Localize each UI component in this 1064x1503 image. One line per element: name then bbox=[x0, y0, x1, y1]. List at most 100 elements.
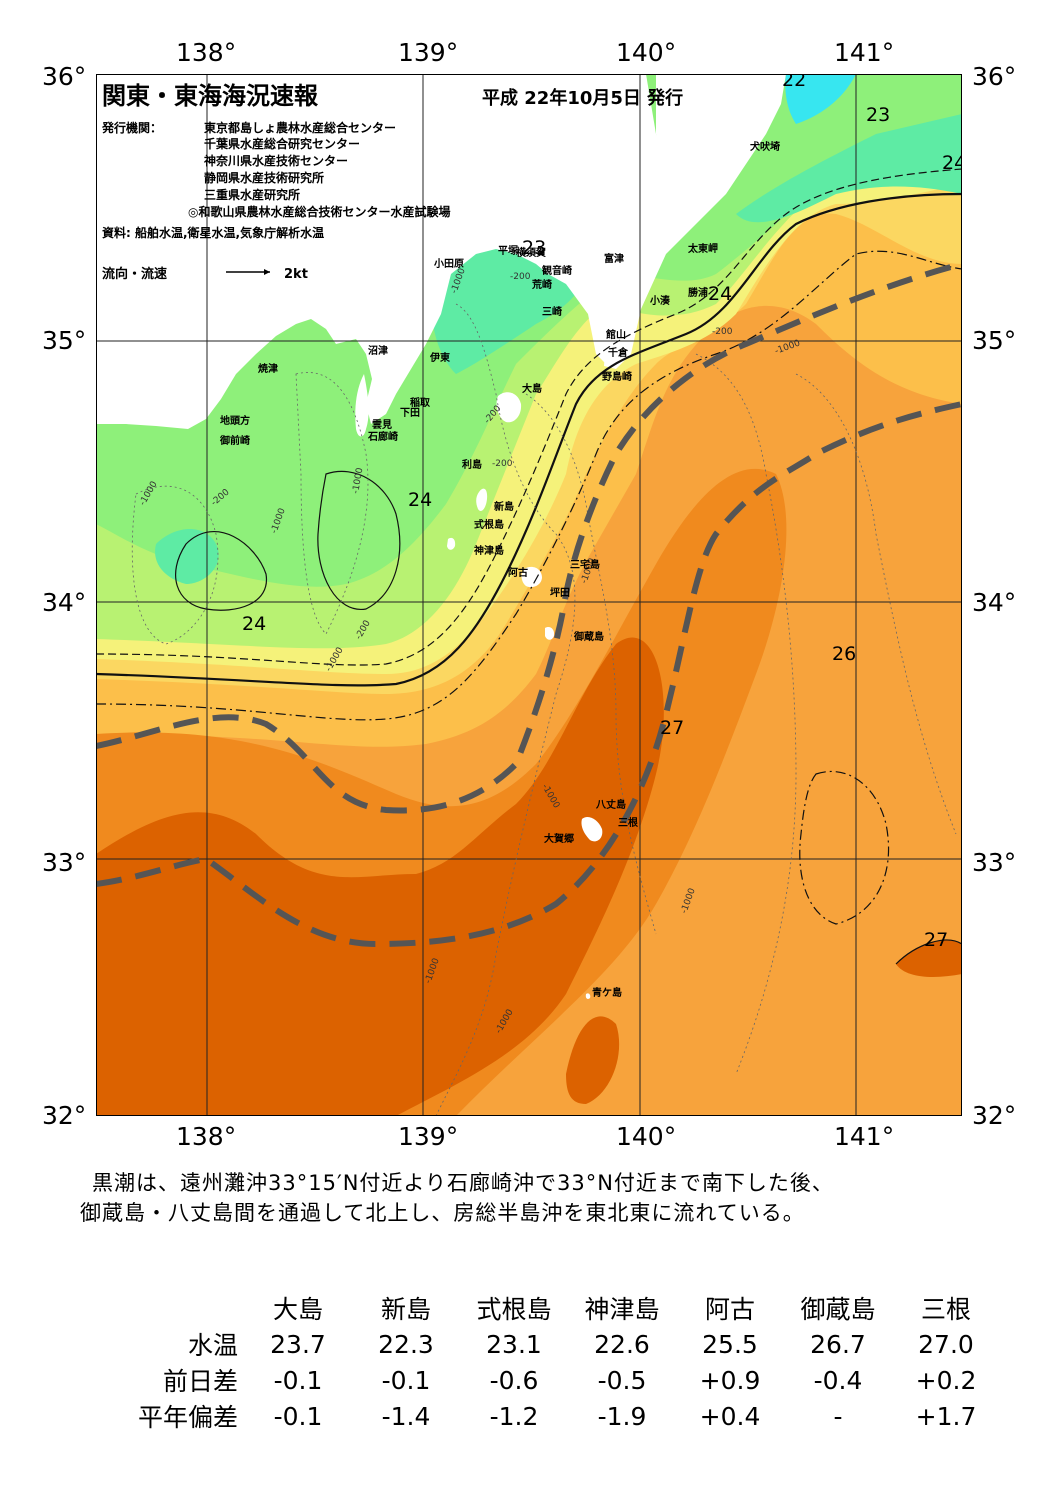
table-cell: -0.6 bbox=[489, 1365, 539, 1395]
place-name: 御前崎 bbox=[219, 434, 250, 447]
table-cell: 23.7 bbox=[270, 1329, 326, 1359]
place-name: 犬吠埼 bbox=[750, 140, 780, 153]
land-izu bbox=[355, 374, 369, 437]
issue-date: 平成 22年10月5日 発行 bbox=[482, 87, 683, 109]
lat-lon-grid bbox=[96, 74, 962, 1116]
place-name: 利島 bbox=[462, 458, 482, 471]
place-name: 大賀郷 bbox=[544, 832, 574, 845]
table-row: 前日差 -0.1 -0.1 -0.6 -0.5 +0.9 -0.4 +0.2 bbox=[96, 1362, 1000, 1398]
place-name: 館山 bbox=[605, 328, 626, 341]
zone-27-south bbox=[566, 1016, 620, 1104]
table-cell: -0.1 bbox=[381, 1365, 431, 1395]
island-niijima bbox=[476, 488, 488, 511]
row-label: 水温 bbox=[187, 1331, 238, 1360]
publishers-label: 発行機関： bbox=[101, 120, 162, 135]
place-name: 三根 bbox=[618, 816, 638, 829]
kuroshio-axis bbox=[96, 261, 962, 948]
lon-tick-top-139: 139° bbox=[398, 38, 459, 67]
table-header-row: 大島 新島 式根島 神津島 阿古 御蔵島 三根 bbox=[96, 1290, 1000, 1326]
place-name: 阿古 bbox=[508, 566, 528, 579]
isotherm-label: 27 bbox=[924, 929, 948, 951]
table-cell: 27.0 bbox=[918, 1329, 974, 1359]
place-name: 伊東 bbox=[429, 351, 450, 364]
lon-tick-bottom-140: 140° bbox=[616, 1122, 677, 1151]
place-name: 青ケ島 bbox=[592, 986, 622, 999]
publisher-5: 三重県水産研究所 bbox=[204, 187, 300, 202]
lat-tick-right-35: 35° bbox=[972, 326, 1017, 355]
zone-22 bbox=[785, 74, 856, 124]
place-name: 地頭方 bbox=[220, 414, 250, 427]
publisher-1: 東京都島しょ農林水産総合センター bbox=[204, 120, 396, 135]
publisher-3: 神奈川県水産技術センター bbox=[204, 153, 348, 168]
place-name: 八丈島 bbox=[595, 798, 626, 811]
isotherm-label: 27 bbox=[660, 717, 684, 739]
depth-label: -200 bbox=[510, 272, 531, 282]
land-honshu bbox=[96, 74, 671, 429]
place-name: 太東岬 bbox=[687, 242, 718, 255]
table-cell: -0.5 bbox=[597, 1365, 647, 1395]
isotherm-label: 23 bbox=[522, 237, 546, 259]
table-cell: 22.6 bbox=[594, 1329, 650, 1359]
summary-line-2: 御蔵島・八丈島間を通過して北上し、房総半島沖を東北東に流れている。 bbox=[80, 1201, 805, 1225]
station-header: 新島 bbox=[380, 1295, 431, 1324]
station-header: 神津島 bbox=[584, 1295, 660, 1324]
isotherm-label: 24 bbox=[408, 489, 432, 511]
zone-23-east bbox=[736, 114, 962, 223]
table-cell: -1.2 bbox=[489, 1401, 539, 1431]
place-name: 坪田 bbox=[550, 586, 570, 599]
lat-tick-right-33: 33° bbox=[972, 848, 1017, 877]
island-oshima bbox=[496, 392, 522, 423]
table-cell: +0.2 bbox=[915, 1365, 977, 1395]
place-name: 富津 bbox=[604, 252, 624, 265]
flow-legend-scale: 2kt bbox=[284, 267, 308, 282]
publisher-6: ◎和歌山県農林水産総合技術センター水産試験場 bbox=[188, 204, 450, 219]
row-label: 前日差 bbox=[162, 1367, 238, 1396]
station-header: 三根 bbox=[920, 1295, 971, 1324]
publisher-2: 千葉県水産総合研究センター bbox=[204, 136, 360, 151]
table-cell: -0.1 bbox=[273, 1365, 323, 1395]
isotherm-label: 24 bbox=[242, 613, 266, 635]
place-name: 小田原 bbox=[433, 257, 464, 270]
island-hachijojima bbox=[581, 817, 603, 842]
bathymetry-contours bbox=[131, 303, 957, 1116]
lon-tick-top-140: 140° bbox=[616, 38, 677, 67]
station-header: 式根島 bbox=[476, 1295, 552, 1324]
place-name: 勝浦 bbox=[688, 286, 708, 299]
place-name: 小湊 bbox=[649, 294, 671, 307]
lat-tick-left-33: 33° bbox=[42, 848, 87, 877]
table-cell: +0.4 bbox=[699, 1401, 761, 1431]
island-temperature-table: 大島 新島 式根島 神津島 阿古 御蔵島 三根 水温 23.7 22.3 23.… bbox=[96, 1290, 1000, 1434]
data-sources: 資料: 船舶水温,衛星水温,気象庁解析水温 bbox=[102, 225, 324, 240]
place-name: 焼津 bbox=[258, 362, 278, 375]
island-aogashima bbox=[585, 993, 591, 999]
place-name: 観音崎 bbox=[542, 264, 572, 277]
isotherm-label: 26 bbox=[832, 643, 856, 665]
island-miyakejima bbox=[521, 566, 542, 588]
depth-label: -1000 bbox=[351, 467, 365, 495]
place-name: 雲見 bbox=[372, 419, 392, 431]
table-row: 平年偏差 -0.1 -1.4 -1.2 -1.9 +0.4 - +1.7 bbox=[96, 1398, 1000, 1434]
sea-temperature-map: 関東・東海海況速報 平成 22年10月5日 発行 発行機関： 東京都島しょ農林水… bbox=[96, 74, 962, 1116]
lat-tick-right-34: 34° bbox=[972, 588, 1017, 617]
lon-tick-top-138: 138° bbox=[176, 38, 237, 67]
place-name: 千倉 bbox=[608, 346, 629, 359]
zone-27 bbox=[96, 637, 664, 1116]
place-name: 稲取 bbox=[410, 396, 431, 409]
lon-tick-bottom-141: 141° bbox=[834, 1122, 895, 1151]
table-cell: -0.4 bbox=[813, 1365, 863, 1395]
place-name: 大島 bbox=[522, 382, 542, 395]
isotherm-label: 24 bbox=[708, 283, 732, 305]
isotherm-label: 24 bbox=[942, 152, 962, 174]
place-name: 平塚 bbox=[498, 244, 518, 257]
place-name: 石廊崎 bbox=[367, 430, 398, 443]
lat-tick-left-35: 35° bbox=[42, 326, 87, 355]
depth-label: -200 bbox=[712, 327, 733, 337]
place-name: 野島崎 bbox=[602, 370, 632, 383]
summary-line-1: 黒潮は、遠州灘沖33°15′N付近より石廊崎沖で33°N付近まで南下した後、 bbox=[92, 1171, 834, 1195]
lat-tick-right-32: 32° bbox=[972, 1101, 1017, 1130]
place-name: 三宅島 bbox=[570, 558, 600, 571]
lat-tick-right-36: 36° bbox=[972, 62, 1017, 91]
lat-tick-left-34: 34° bbox=[42, 588, 87, 617]
lat-tick-left-32: 32° bbox=[42, 1101, 87, 1130]
table-cell: -1.9 bbox=[597, 1401, 647, 1431]
